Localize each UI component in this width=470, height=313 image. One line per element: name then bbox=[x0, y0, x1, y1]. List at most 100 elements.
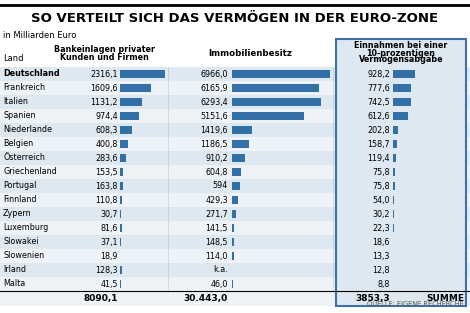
Text: 13,3: 13,3 bbox=[373, 252, 390, 260]
Bar bbox=[120, 154, 125, 162]
Text: 928,2: 928,2 bbox=[367, 69, 390, 79]
Bar bbox=[0, 193, 470, 207]
Bar bbox=[393, 196, 394, 204]
Bar bbox=[393, 140, 397, 148]
Bar bbox=[232, 168, 241, 176]
Bar bbox=[393, 84, 411, 92]
Bar bbox=[120, 84, 151, 92]
Bar bbox=[0, 179, 470, 193]
Bar bbox=[120, 70, 165, 78]
Text: 974,4: 974,4 bbox=[95, 111, 118, 121]
Bar bbox=[393, 210, 394, 218]
Text: Immobilienbesitz: Immobilienbesitz bbox=[209, 49, 292, 58]
Text: Land: Land bbox=[3, 54, 24, 63]
Text: 148,5: 148,5 bbox=[205, 238, 228, 247]
Text: Luxemburg: Luxemburg bbox=[3, 223, 48, 233]
Text: Vermögensabgabe: Vermögensabgabe bbox=[359, 55, 443, 64]
Text: Deutschland: Deutschland bbox=[3, 69, 60, 79]
Text: Italien: Italien bbox=[3, 98, 28, 106]
Text: Frankreich: Frankreich bbox=[3, 84, 45, 93]
Text: 153,5: 153,5 bbox=[95, 167, 118, 177]
Text: 8090,1: 8090,1 bbox=[84, 294, 118, 303]
Bar bbox=[120, 182, 123, 190]
Text: 400,8: 400,8 bbox=[95, 140, 118, 148]
Bar bbox=[0, 67, 470, 81]
Bar bbox=[120, 112, 139, 120]
Text: 604,8: 604,8 bbox=[206, 167, 228, 177]
Text: 158,7: 158,7 bbox=[368, 140, 390, 148]
Text: 30,2: 30,2 bbox=[373, 209, 390, 218]
Text: 81,6: 81,6 bbox=[101, 223, 118, 233]
Bar bbox=[0, 207, 470, 221]
Text: 141,5: 141,5 bbox=[205, 223, 228, 233]
Text: Griechenland: Griechenland bbox=[3, 167, 57, 177]
Text: 1419,6: 1419,6 bbox=[201, 126, 228, 135]
Bar bbox=[393, 98, 411, 106]
Bar bbox=[393, 168, 395, 176]
Text: 5151,6: 5151,6 bbox=[200, 111, 228, 121]
Text: 742,5: 742,5 bbox=[367, 98, 390, 106]
Bar bbox=[232, 280, 233, 288]
Text: 6293,4: 6293,4 bbox=[200, 98, 228, 106]
Bar bbox=[232, 154, 245, 162]
Text: 1609,6: 1609,6 bbox=[91, 84, 118, 93]
Text: 910,2: 910,2 bbox=[205, 153, 228, 162]
Bar bbox=[120, 224, 122, 232]
Text: 6966,0: 6966,0 bbox=[201, 69, 228, 79]
Text: SO VERTEILT SICH DAS VERMÖGEN IN DER EURO-ZONE: SO VERTEILT SICH DAS VERMÖGEN IN DER EUR… bbox=[31, 13, 439, 25]
Text: Österreich: Österreich bbox=[3, 153, 45, 162]
Text: 119,4: 119,4 bbox=[368, 153, 390, 162]
Text: SUMME: SUMME bbox=[426, 294, 464, 303]
Text: Irland: Irland bbox=[3, 265, 26, 275]
Bar bbox=[0, 249, 470, 263]
Text: 608,3: 608,3 bbox=[95, 126, 118, 135]
Text: 110,8: 110,8 bbox=[95, 196, 118, 204]
Text: 612,6: 612,6 bbox=[368, 111, 390, 121]
Text: Slowakei: Slowakei bbox=[3, 238, 39, 247]
Bar bbox=[393, 70, 415, 78]
Bar bbox=[393, 112, 407, 120]
Bar bbox=[0, 109, 470, 123]
Bar bbox=[0, 277, 470, 291]
Bar bbox=[232, 252, 234, 260]
Text: Slowenien: Slowenien bbox=[3, 252, 44, 260]
Bar bbox=[120, 196, 122, 204]
Bar bbox=[232, 126, 252, 134]
Text: 18,6: 18,6 bbox=[373, 238, 390, 247]
Text: Portugal: Portugal bbox=[3, 182, 36, 191]
Text: 30.443,0: 30.443,0 bbox=[184, 294, 228, 303]
Text: 8,8: 8,8 bbox=[377, 280, 390, 289]
Text: 3853,3: 3853,3 bbox=[355, 294, 390, 303]
Bar bbox=[0, 151, 470, 165]
Text: 37,1: 37,1 bbox=[101, 238, 118, 247]
Bar bbox=[232, 182, 240, 190]
Bar bbox=[0, 81, 470, 95]
Bar bbox=[120, 238, 121, 246]
Text: 30,7: 30,7 bbox=[101, 209, 118, 218]
Text: 18,9: 18,9 bbox=[101, 252, 118, 260]
Bar bbox=[0, 263, 470, 277]
Bar bbox=[232, 196, 238, 204]
Text: 114,0: 114,0 bbox=[206, 252, 228, 260]
Text: Spanien: Spanien bbox=[3, 111, 36, 121]
Text: in Milliarden Euro: in Milliarden Euro bbox=[3, 30, 76, 39]
Bar bbox=[0, 291, 470, 306]
Bar bbox=[232, 140, 249, 148]
Text: Bankeinlagen privater: Bankeinlagen privater bbox=[54, 45, 155, 54]
Bar bbox=[120, 140, 128, 148]
Bar bbox=[120, 210, 121, 218]
Text: 1131,2: 1131,2 bbox=[91, 98, 118, 106]
Bar bbox=[232, 84, 319, 92]
Text: 10-prozentigen: 10-prozentigen bbox=[367, 49, 436, 58]
Text: k.a.: k.a. bbox=[213, 265, 228, 275]
Bar bbox=[232, 70, 330, 78]
Bar bbox=[393, 182, 395, 190]
Bar bbox=[0, 235, 470, 249]
Bar bbox=[232, 98, 321, 106]
Text: 41,5: 41,5 bbox=[101, 280, 118, 289]
Bar bbox=[120, 98, 142, 106]
Text: 202,8: 202,8 bbox=[368, 126, 390, 135]
Bar bbox=[232, 238, 234, 246]
Text: Kunden und Firmen: Kunden und Firmen bbox=[60, 53, 149, 61]
Text: 128,3: 128,3 bbox=[95, 265, 118, 275]
